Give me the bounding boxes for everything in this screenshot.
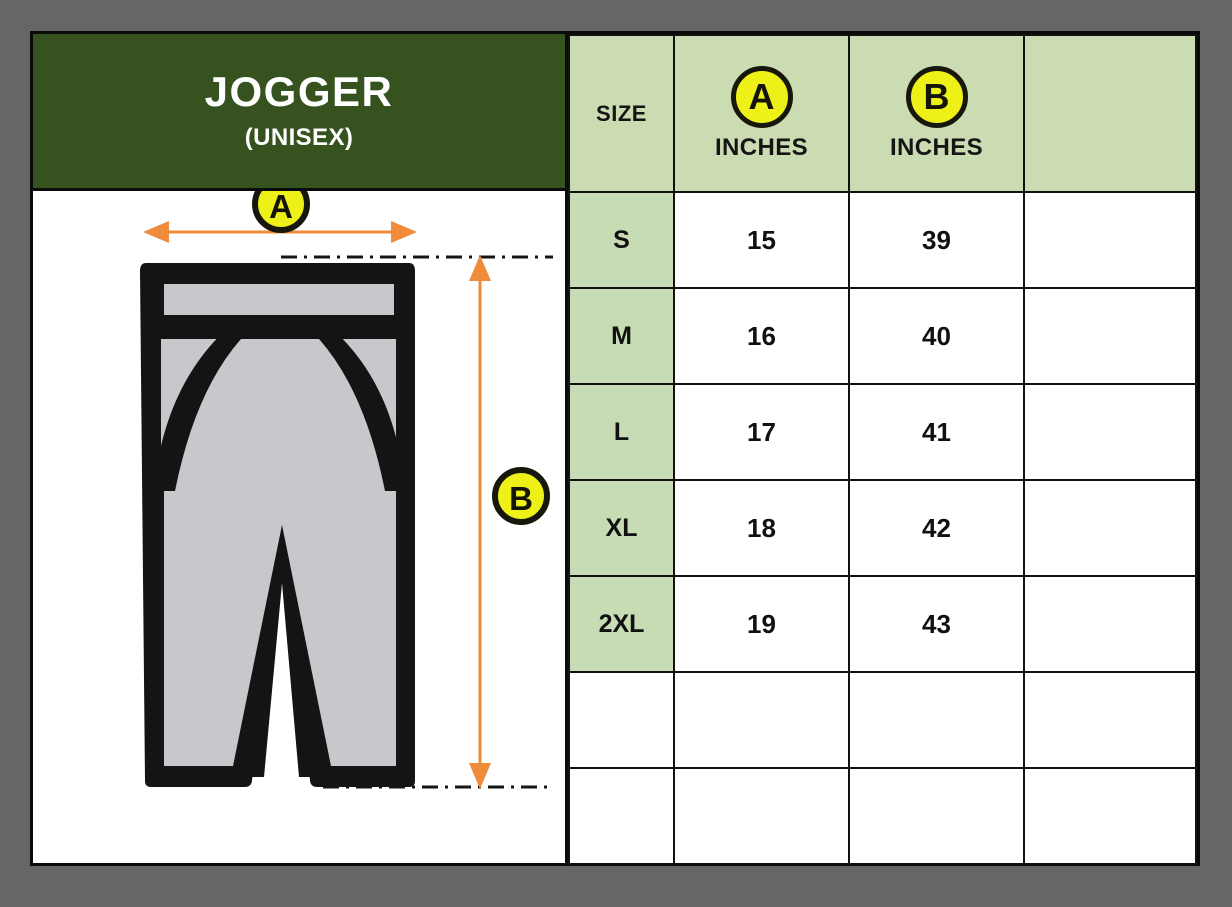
cell-measure-b	[848, 767, 1025, 865]
cell-measure-b: 39	[848, 191, 1025, 289]
garment-diagram: A B	[33, 191, 565, 863]
table-row	[568, 767, 1197, 865]
cell-measure-a	[673, 767, 850, 865]
table-row	[568, 671, 1197, 769]
page-subtitle: (UNISEX)	[244, 123, 354, 151]
cell-size: S	[568, 191, 675, 289]
left-pocket-curve	[159, 329, 237, 461]
cell-measure-a: 15	[673, 191, 850, 289]
cell-measure-b: 40	[848, 287, 1025, 385]
measurements-table-column: SIZE A INCHES B INCHES	[568, 34, 1197, 865]
cell-size: 2XL	[568, 575, 675, 673]
cell-size: M	[568, 287, 675, 385]
header-a-stack: A INCHES	[675, 65, 848, 162]
pants-body-fill	[164, 339, 396, 766]
badge-b-circle	[492, 467, 550, 525]
cell-size	[568, 671, 675, 769]
header-measure-b: B INCHES	[848, 34, 1025, 193]
table-row: S 15 39	[568, 191, 1197, 289]
cell-measure-b: 41	[848, 383, 1025, 481]
product-title-block: JOGGER (UNISEX)	[33, 34, 565, 191]
right-pocket-fill	[338, 339, 396, 446]
size-chart-card: JOGGER (UNISEX)	[30, 31, 1200, 866]
badge-b-letter: B	[509, 480, 533, 517]
header-blank	[1023, 34, 1197, 193]
left-pocket-fill	[161, 339, 222, 446]
table-header-row: SIZE A INCHES B INCHES	[568, 34, 1197, 193]
cell-measure-a: 16	[673, 287, 850, 385]
measure-a-arrowhead-left	[143, 221, 169, 243]
crotch-seam	[244, 525, 319, 777]
cell-blank	[1023, 767, 1197, 865]
header-b-stack: B INCHES	[850, 65, 1023, 162]
cell-measure-b: 42	[848, 479, 1025, 577]
waistband-fill	[164, 284, 394, 315]
cell-blank	[1023, 479, 1197, 577]
table-row: L 17 41	[568, 383, 1197, 481]
page-title: JOGGER	[204, 68, 394, 116]
cell-size: L	[568, 383, 675, 481]
badge-b-diagram: B	[492, 467, 550, 525]
header-size: SIZE	[568, 34, 675, 193]
illustration-column: JOGGER (UNISEX)	[33, 34, 568, 863]
cell-blank	[1023, 671, 1197, 769]
table-body: S 15 39 M 16 40 L 17 41	[568, 191, 1197, 865]
table-row: XL 18 42	[568, 479, 1197, 577]
badge-a-letter: A	[269, 191, 293, 225]
cell-blank	[1023, 575, 1197, 673]
badge-b-icon: B	[905, 65, 968, 128]
measure-a-arrowhead-right	[391, 221, 417, 243]
cell-measure-b	[848, 671, 1025, 769]
cell-measure-a: 17	[673, 383, 850, 481]
table-row: 2XL 19 43	[568, 575, 1197, 673]
cell-measure-a	[673, 671, 850, 769]
cell-measure-a: 19	[673, 575, 850, 673]
header-measure-a: A INCHES	[673, 34, 850, 193]
badge-a-diagram: A	[252, 191, 310, 233]
right-pocket-curve	[322, 329, 400, 461]
badge-a-icon: A	[730, 65, 793, 128]
cell-size: XL	[568, 479, 675, 577]
cell-size	[568, 767, 675, 865]
cell-blank	[1023, 191, 1197, 289]
header-b-unit: INCHES	[889, 133, 984, 161]
measure-b-arrowhead-bottom	[469, 763, 491, 789]
measure-b-arrowhead-top	[469, 255, 491, 281]
table-row: M 16 40	[568, 287, 1197, 385]
cell-measure-a: 18	[673, 479, 850, 577]
jogger-outline	[140, 263, 415, 787]
cell-measure-b: 43	[848, 575, 1025, 673]
size-chart-table: SIZE A INCHES B INCHES	[568, 34, 1197, 865]
measurement-b-arrow	[469, 255, 491, 789]
jogger-pants-icon: A B	[140, 191, 553, 789]
table-head: SIZE A INCHES B INCHES	[568, 34, 1197, 193]
header-a-unit: INCHES	[714, 133, 809, 161]
cell-blank	[1023, 287, 1197, 385]
badge-a-circle	[252, 191, 310, 233]
cell-blank	[1023, 383, 1197, 481]
